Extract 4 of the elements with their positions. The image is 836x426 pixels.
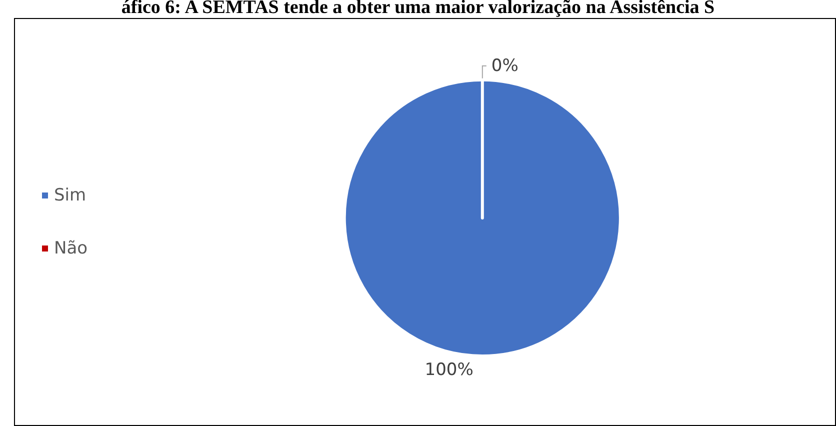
legend-label: Sim bbox=[54, 186, 86, 206]
legend-label: Não bbox=[54, 238, 88, 258]
data-label: 100% bbox=[424, 360, 474, 380]
text: 0% bbox=[491, 56, 518, 76]
